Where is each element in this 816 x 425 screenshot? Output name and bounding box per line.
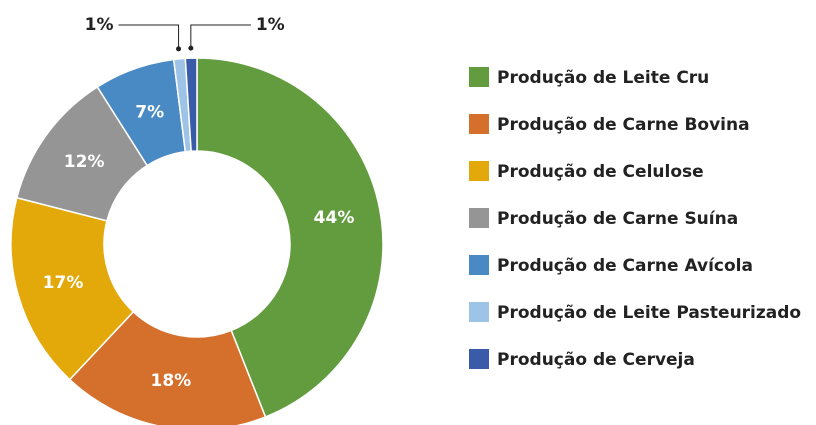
data-label: 12% [64, 152, 105, 172]
legend-label: Produção de Leite Cru [497, 68, 709, 88]
data-label: 7% [135, 103, 164, 123]
legend-swatch [469, 114, 489, 134]
legend-label: Produção de Leite Pasteurizado [497, 303, 801, 323]
data-label: 44% [314, 208, 355, 228]
legend-swatch [469, 208, 489, 228]
data-label: 18% [151, 371, 192, 391]
donut-slice [196, 57, 384, 418]
legend-label: Produção de Carne Avícola [497, 256, 753, 276]
data-label: 17% [43, 273, 84, 293]
legend-label: Produção de Carne Suína [497, 209, 738, 229]
legend-swatch [469, 255, 489, 275]
leader-line [118, 24, 180, 49]
donut-slice [184, 57, 198, 152]
donut-slice [10, 196, 135, 381]
donut-slice [68, 310, 267, 425]
leader-line [190, 24, 251, 49]
legend-label: Produção de Celulose [497, 162, 704, 182]
legend-swatch [469, 161, 489, 181]
legend-swatch [469, 349, 489, 369]
legend-label: Produção de Cerveja [497, 350, 695, 370]
legend-label: Produção de Carne Bovina [497, 115, 750, 135]
legend-swatch [469, 67, 489, 87]
data-label: 1% [85, 15, 114, 35]
data-label: 1% [256, 15, 285, 35]
legend-swatch [469, 302, 489, 322]
